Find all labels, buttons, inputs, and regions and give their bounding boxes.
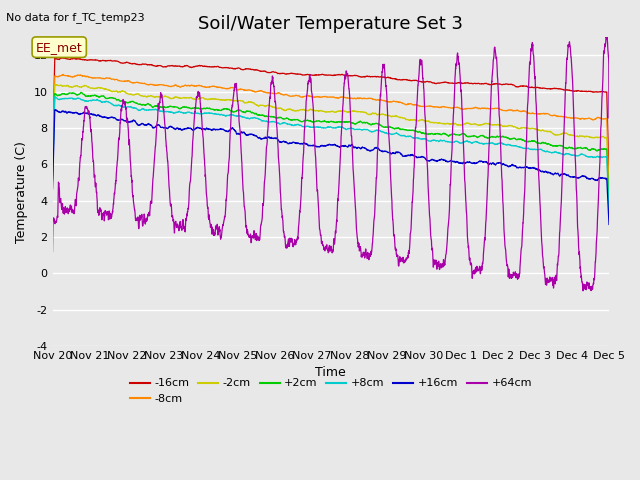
Y-axis label: Temperature (C): Temperature (C) — [15, 141, 28, 242]
X-axis label: Time: Time — [316, 366, 346, 380]
Text: EE_met: EE_met — [36, 41, 83, 54]
Legend: -16cm, -8cm, -2cm, +2cm, +8cm, +16cm, +64cm: -16cm, -8cm, -2cm, +2cm, +8cm, +16cm, +6… — [125, 374, 536, 408]
Title: Soil/Water Temperature Set 3: Soil/Water Temperature Set 3 — [198, 15, 463, 33]
Text: No data for f_TC_temp23: No data for f_TC_temp23 — [6, 12, 145, 23]
